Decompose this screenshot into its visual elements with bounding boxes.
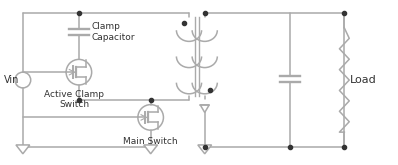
Polygon shape xyxy=(198,145,212,154)
Text: Load: Load xyxy=(350,75,377,85)
Polygon shape xyxy=(16,145,30,154)
Text: Main Switch: Main Switch xyxy=(123,137,178,146)
Polygon shape xyxy=(144,145,158,154)
Text: Vin: Vin xyxy=(4,75,19,85)
Polygon shape xyxy=(200,105,209,113)
Text: Clamp
Capacitor: Clamp Capacitor xyxy=(92,22,135,42)
Text: Active Clamp
Switch: Active Clamp Switch xyxy=(44,90,104,109)
